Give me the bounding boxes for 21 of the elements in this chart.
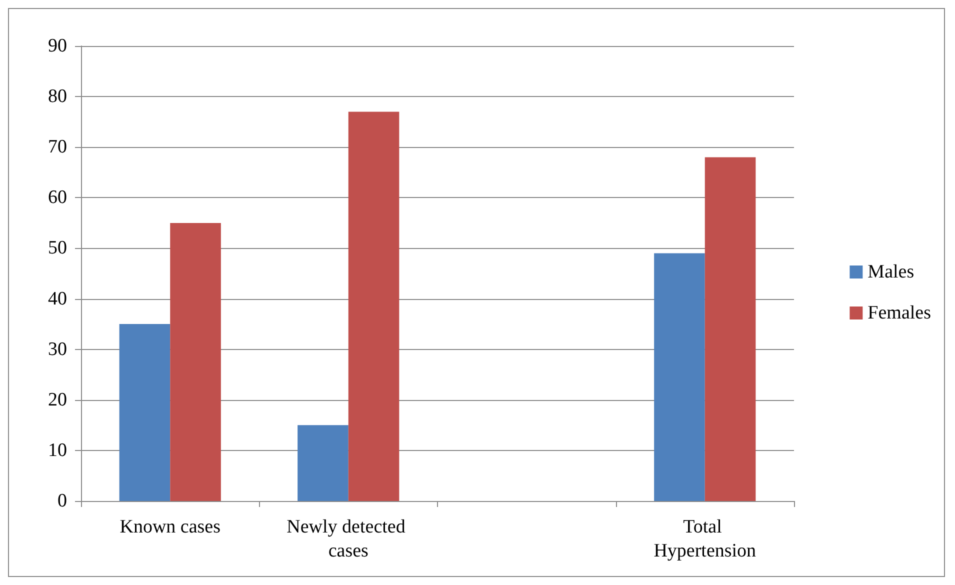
bar [119, 324, 170, 501]
y-tick-label: 90 [48, 36, 67, 56]
bar [298, 425, 348, 501]
x-tick-label: Newly detected cases [286, 516, 410, 562]
y-tick-label: 70 [48, 136, 67, 158]
y-tick-label: 10 [48, 440, 67, 461]
y-tick-label: 30 [48, 338, 67, 360]
x-tick-label: Known cases [120, 516, 221, 538]
y-tick-label: 50 [48, 238, 67, 259]
bar [348, 112, 400, 501]
y-tick-label: 40 [48, 288, 67, 310]
bar [170, 222, 221, 501]
y-tick-label: 0 [58, 490, 67, 512]
legend-label: Females [868, 302, 932, 324]
x-tick-label: Total Hypertension [654, 516, 757, 562]
bar [654, 253, 705, 501]
y-tick-label: 20 [48, 389, 67, 410]
legend-label: Males [868, 262, 914, 282]
y-tick-label: 60 [48, 187, 67, 208]
y-tick-label: 80 [48, 86, 67, 108]
bar [704, 157, 756, 501]
